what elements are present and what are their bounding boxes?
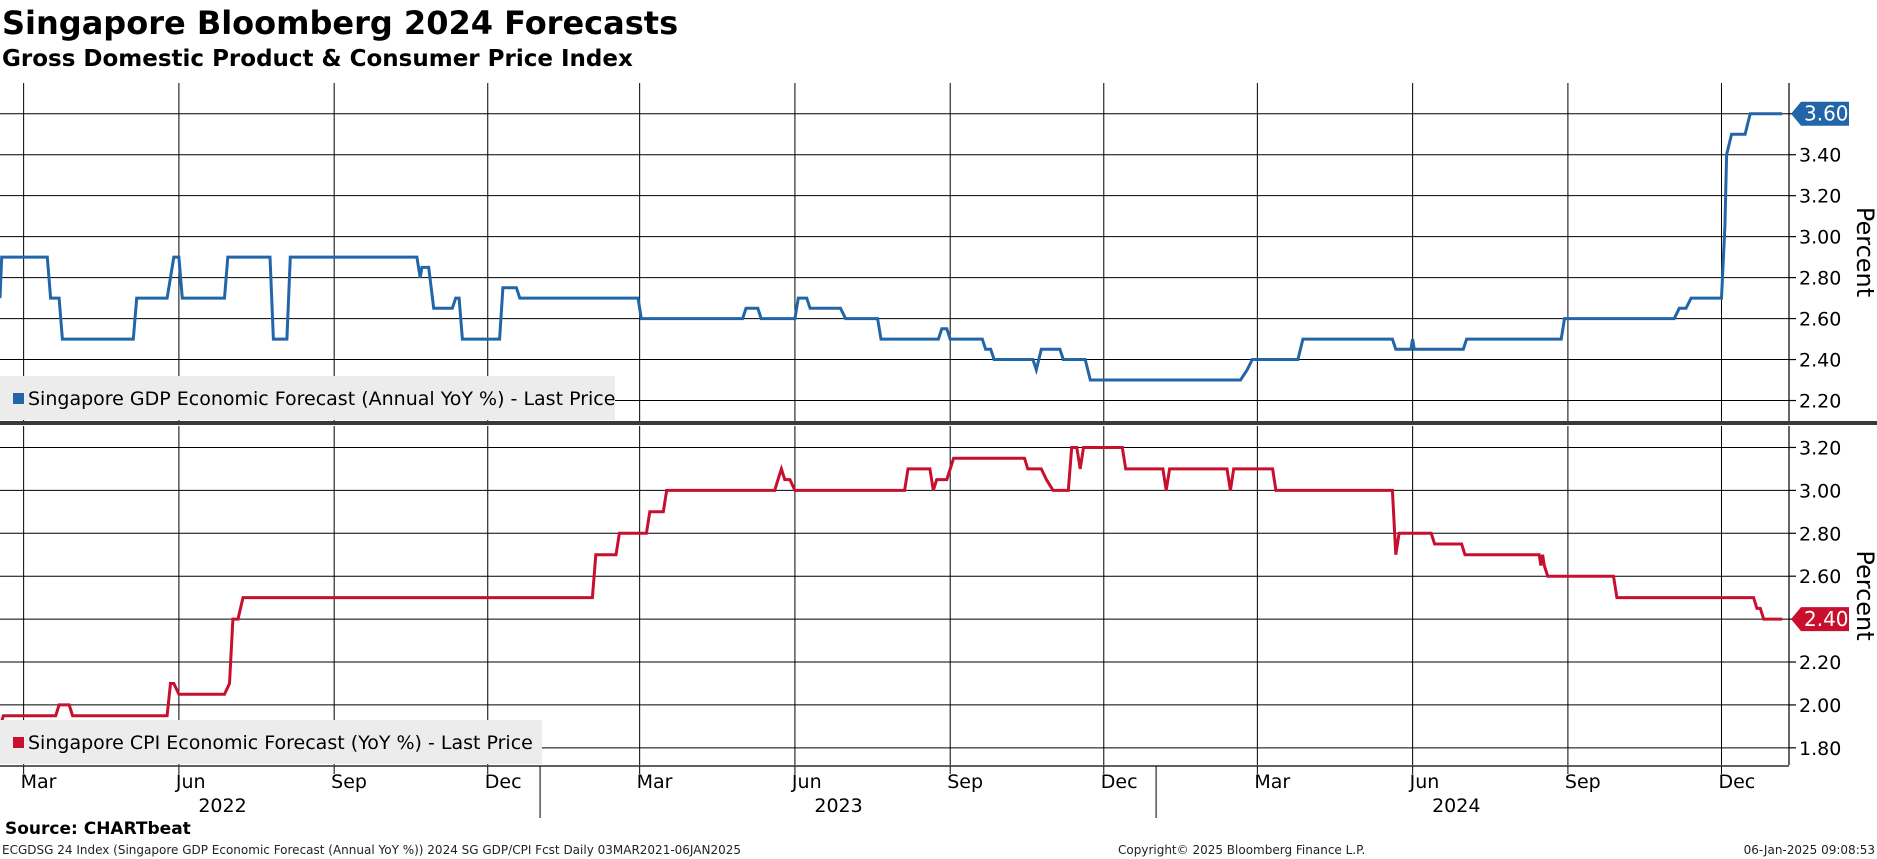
y-tick-label: 2.80	[1799, 523, 1841, 545]
series-line	[0, 112, 1783, 382]
x-year-label: 2022	[198, 795, 246, 817]
series-line	[0, 446, 1783, 727]
y-tick-label: 2.20	[1799, 391, 1841, 413]
y-tick-label: 2.20	[1799, 652, 1841, 674]
x-tick-label: Jun	[791, 771, 822, 793]
x-tick-label: Jun	[175, 771, 206, 793]
copyright-note: Copyright© 2025 Bloomberg Finance L.P.	[1118, 843, 1366, 857]
legend-swatch	[13, 393, 24, 404]
chart-title: Singapore Bloomberg 2024 Forecasts	[2, 4, 679, 42]
chart-subtitle: Gross Domestic Product & Consumer Price …	[2, 46, 633, 72]
y-axis-title: Percent	[1851, 207, 1877, 297]
legend-box	[0, 720, 542, 764]
x-tick-label: Sep	[331, 771, 367, 793]
series-description: ECGDSG 24 Index (Singapore GDP Economic …	[2, 843, 741, 857]
x-tick-label: Jun	[1409, 771, 1440, 793]
y-tick-label: 2.60	[1799, 566, 1841, 588]
y-tick-label: 2.00	[1799, 695, 1841, 717]
y-axis-title: Percent	[1851, 550, 1877, 640]
y-tick-label: 1.80	[1799, 738, 1841, 760]
x-year-label: 2023	[814, 795, 862, 817]
y-tick-label: 3.00	[1799, 480, 1841, 502]
legend-label: Singapore CPI Economic Forecast (YoY %) …	[28, 732, 533, 754]
x-tick-label: Dec	[1101, 771, 1138, 793]
timestamp: 06-Jan-2025 09:08:53	[1743, 843, 1875, 857]
legend-box	[0, 376, 615, 420]
legend-swatch	[13, 737, 24, 748]
x-year-label: 2024	[1432, 795, 1480, 817]
x-tick-label: Mar	[1254, 771, 1290, 793]
y-tick-label: 3.20	[1799, 186, 1841, 208]
last-value-label: 3.60	[1804, 102, 1849, 126]
y-tick-label: 3.00	[1799, 227, 1841, 249]
last-value-label: 2.40	[1804, 607, 1849, 631]
x-tick-label: Dec	[1718, 771, 1755, 793]
last-value-tag	[1791, 101, 1849, 126]
legend-label: Singapore GDP Economic Forecast (Annual …	[28, 388, 615, 410]
y-tick-label: 2.80	[1799, 268, 1841, 290]
y-tick-label: 3.20	[1799, 437, 1841, 459]
source-note: Source: CHARTbeat	[5, 819, 191, 839]
last-value-tag	[1791, 607, 1849, 632]
x-tick-label: Mar	[21, 771, 57, 793]
y-tick-label: 2.40	[1799, 350, 1841, 372]
y-tick-label: 3.40	[1799, 145, 1841, 167]
x-tick-label: Dec	[485, 771, 522, 793]
x-tick-label: Mar	[637, 771, 673, 793]
x-tick-label: Sep	[1565, 771, 1601, 793]
y-tick-label: 2.60	[1799, 309, 1841, 331]
x-tick-label: Sep	[947, 771, 983, 793]
